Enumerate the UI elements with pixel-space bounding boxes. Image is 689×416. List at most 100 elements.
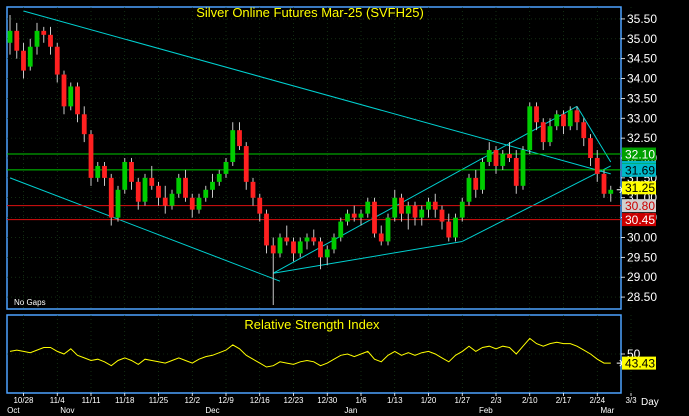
- price-panel-frame: [6, 6, 622, 310]
- y-tick-label: 33.00: [627, 111, 657, 125]
- candle-body: [264, 213, 269, 246]
- candle-body: [156, 185, 161, 198]
- candle-body: [594, 158, 600, 174]
- trend-line: [576, 106, 612, 163]
- candle-body: [601, 173, 607, 194]
- day-label: Day: [641, 397, 659, 408]
- candle-body: [54, 46, 60, 75]
- candle-body: [183, 177, 188, 198]
- y-tick-label: 35.50: [627, 12, 657, 26]
- candle-body: [493, 150, 499, 166]
- candle-body: [331, 237, 337, 250]
- candle-body: [88, 134, 94, 178]
- candle-body: [473, 177, 479, 190]
- candle-body: [345, 213, 350, 222]
- candle-body: [365, 201, 371, 214]
- candle-body: [500, 154, 506, 166]
- x-tick-label: 2/3: [490, 396, 502, 405]
- candle-body: [567, 110, 573, 127]
- x-tick-label: 12/9: [218, 396, 234, 405]
- candle-body: [446, 221, 452, 238]
- candle-body: [574, 110, 580, 123]
- candles: [7, 14, 624, 306]
- candle-body: [480, 161, 485, 190]
- candle-body: [27, 46, 33, 67]
- candle-body: [257, 197, 263, 214]
- month-label: Oct: [7, 406, 20, 415]
- candle-body: [14, 30, 20, 51]
- month-label: Dec: [205, 406, 219, 415]
- candle-body: [203, 189, 209, 198]
- candle-body: [108, 177, 114, 218]
- x-tick-label: 2/10: [522, 396, 538, 405]
- candle-body: [459, 201, 465, 218]
- candle-body: [338, 221, 344, 238]
- trend-lines: [9, 10, 612, 282]
- y-tick-label: 29.50: [627, 250, 657, 264]
- price-tag-label: 30.80: [625, 199, 655, 213]
- candle-body: [527, 106, 533, 151]
- price-chart-title: Silver Online Futures Mar-25 (SVFH25): [196, 5, 424, 20]
- candle-body: [61, 74, 67, 107]
- candle-body: [176, 177, 182, 194]
- candle-body: [230, 130, 236, 162]
- month-label: Mar: [600, 406, 614, 415]
- x-tick-label: 11/25: [149, 396, 169, 405]
- price-tag: [622, 213, 656, 227]
- candle-body: [122, 161, 128, 190]
- x-tick-label: 10/28: [13, 396, 34, 405]
- price-tag: [622, 163, 656, 177]
- y-tick-label: 30.00: [627, 230, 657, 244]
- candle-body: [392, 197, 398, 218]
- candle-body: [351, 213, 357, 218]
- candle-body: [277, 237, 283, 254]
- candle-body: [311, 237, 317, 242]
- candle-body: [162, 197, 168, 206]
- x-tick-label: 2/17: [556, 396, 572, 405]
- candle-body: [399, 197, 404, 214]
- candle-body: [48, 34, 53, 47]
- candle-body: [318, 241, 323, 258]
- candle-body: [41, 30, 47, 35]
- y-tick-label: 34.50: [627, 52, 657, 66]
- candle-body: [540, 122, 546, 143]
- y-tick-label: 28.50: [627, 290, 657, 304]
- candle-body: [7, 30, 13, 43]
- price-tag-label: 30.45: [625, 213, 655, 227]
- candle-body: [324, 249, 330, 258]
- candle-body: [75, 86, 80, 115]
- x-tick-label: 11/18: [115, 396, 135, 405]
- candle-body: [284, 237, 290, 242]
- rsi-value-tag: [622, 356, 656, 370]
- candle-body: [486, 150, 492, 162]
- trend-line: [23, 10, 611, 175]
- candle-body: [21, 50, 26, 71]
- candle-body: [250, 181, 256, 198]
- no-gaps-label: No Gaps: [14, 298, 46, 307]
- candle-body: [149, 177, 155, 186]
- candle-body: [378, 233, 384, 242]
- candle-body: [520, 150, 526, 186]
- x-tick-label: 12/30: [317, 396, 338, 405]
- rsi-title: Relative Strength Index: [244, 317, 380, 332]
- candle-body: [68, 86, 74, 107]
- candle-body: [439, 209, 445, 222]
- candle-body: [115, 189, 121, 218]
- candle-body: [405, 205, 411, 214]
- rsi-panel-frame: [6, 314, 622, 394]
- candle-body: [142, 177, 148, 202]
- price-tag: [622, 199, 656, 213]
- x-tick-label: 11/4: [50, 396, 66, 405]
- candle-body: [513, 158, 519, 186]
- candle-body: [196, 197, 202, 210]
- rsi-line: [9, 337, 611, 368]
- candle-body: [243, 146, 249, 182]
- trend-line: [9, 177, 281, 282]
- candle-body: [189, 197, 195, 210]
- candle-body: [547, 126, 553, 143]
- x-axis: 10/28 11/4 11/11 11/18 11/25 12/2 12/9 12/16 12/…: [7, 393, 637, 415]
- candle-body: [270, 245, 276, 254]
- month-label: Nov: [60, 406, 74, 415]
